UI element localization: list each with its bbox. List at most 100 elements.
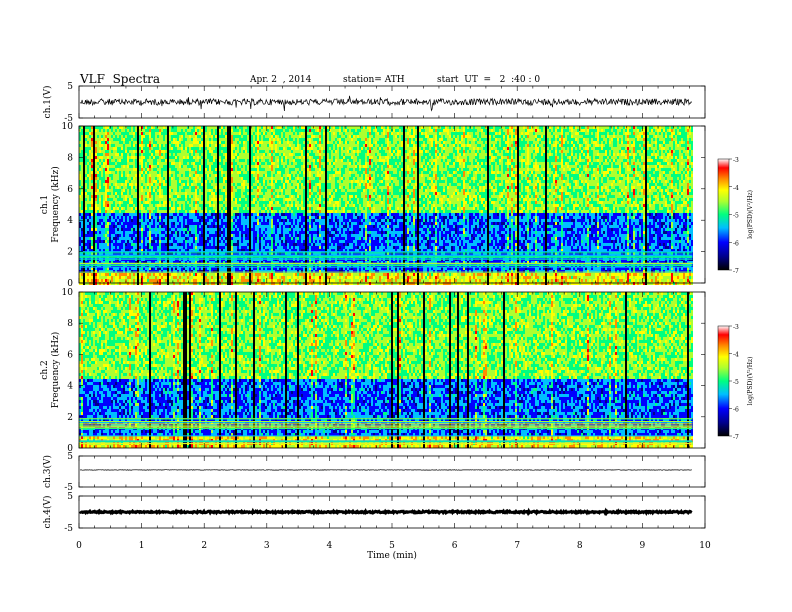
ch1-spectrogram-cell (97, 138, 99, 141)
ch1-spectrogram-cell (225, 138, 227, 141)
ch1-spectrogram-cell (167, 270, 169, 273)
ch1-spectrogram-cell (165, 225, 167, 228)
ch1-spectrogram-cell (149, 180, 151, 183)
ch1-spectrogram-cell (193, 249, 195, 252)
ch1-spectrogram-cell (253, 222, 255, 225)
ch1-spectrogram-cell (85, 222, 87, 225)
ch1-spectrogram-cell (205, 174, 207, 177)
ch1-spectrogram-cell (81, 147, 83, 150)
ch1-spectrogram-cell (247, 192, 249, 195)
ch1-spectrogram-cell (249, 273, 251, 276)
ch1-spectrogram-cell (173, 204, 175, 207)
ch1-spectrogram-cell (135, 165, 137, 168)
ch1-spectrogram-cell (239, 159, 241, 162)
ch1-spectrogram-cell (165, 201, 167, 204)
ch1-spectrogram-cell (139, 138, 141, 141)
ch1-spectrogram-cell (215, 186, 217, 189)
ch1-spectrogram-cell (235, 135, 237, 138)
ch1-spectrogram-cell (125, 171, 127, 174)
ch1-spectrogram-cell (243, 222, 245, 225)
ch1-spectrogram-cell (191, 147, 193, 150)
ch1-spectrogram-cell (135, 198, 137, 201)
ch1-spectrogram-cell (189, 165, 191, 168)
ch1-spectrogram-cell (143, 180, 145, 183)
ch1-spectrogram-cell (129, 273, 131, 276)
ch1-spectrogram-cell (95, 180, 97, 183)
ch1-spectrogram-cell (213, 249, 215, 252)
ch1-spectrogram-cell (153, 276, 155, 279)
ch1-spectrogram-cell (221, 195, 223, 198)
ch1-spectrogram-cell (245, 273, 247, 276)
ch1-spectrogram-cell (257, 225, 259, 228)
ch1-spectrogram-cell (177, 234, 179, 237)
ch1-spectrogram-cell (185, 192, 187, 195)
ch1-spectrogram-cell (117, 180, 119, 183)
ch1-spectrogram-cell (175, 276, 177, 279)
ch1-spectrogram-cell (107, 132, 109, 135)
ch1-spectrogram-cell (159, 216, 161, 219)
ch1-spectrogram-cell (223, 132, 225, 135)
ch1-spectrogram-cell (245, 237, 247, 240)
ch1-spectrogram-cell (245, 243, 247, 246)
ch1-spectrogram-cell (245, 147, 247, 150)
ch1-spectrogram-cell (221, 216, 223, 219)
ch1-spectrogram-cell (119, 144, 121, 147)
ch1-spectrogram-cell (117, 171, 119, 174)
ch1-spectrogram-cell (119, 168, 121, 171)
ch1-spectrogram-cell (109, 234, 111, 237)
ch1-spectrogram-cell (83, 141, 85, 144)
ch1-spectrogram-cell (251, 150, 253, 153)
ch1-spectrogram-cell (235, 267, 237, 270)
ch1-spectrogram-cell (191, 174, 193, 177)
ch1-spectrogram-cell (203, 156, 205, 159)
ch1-spectrogram-cell (227, 156, 229, 159)
ch1-spectrogram-cell (161, 126, 163, 129)
ch1-spectrogram-cell (219, 189, 221, 192)
ch1-spectrogram-cell (143, 261, 145, 264)
ch1-spectrogram-cell (171, 270, 173, 273)
ch1-spectrogram-cell (239, 222, 241, 225)
ch1-spectrogram-cell (197, 240, 199, 243)
ch1-spectrogram-cell (103, 246, 105, 249)
ch1-spectrogram-cell (203, 249, 205, 252)
ch1-spectrogram-cell (211, 132, 213, 135)
ch1-spectrogram-cell (161, 135, 163, 138)
ch1-spectrogram-cell (99, 168, 101, 171)
ch1-spectrogram-cell (137, 150, 139, 153)
ch1-spectrogram-cell (229, 174, 231, 177)
ch1-spectrogram-cell (93, 177, 95, 180)
ch1-spectrogram-cell (155, 192, 157, 195)
ch1-spectrogram-cell (151, 219, 153, 222)
ch1-spectrogram-cell (209, 261, 211, 264)
ch1-spectrogram-cell (243, 147, 245, 150)
ch1-spectrogram-cell (93, 126, 95, 129)
ch1-spectrogram-cell (219, 156, 221, 159)
ch1-spectrogram-cell (147, 171, 149, 174)
ch1-spectrogram-cell (87, 150, 89, 153)
ch1-spectrogram-cell (143, 240, 145, 243)
ch1-spectrogram-cell (121, 150, 123, 153)
ch1-spectrogram-cell (209, 273, 211, 276)
ch1-spectrogram-cell (251, 210, 253, 213)
ch1-spectrogram-cell (193, 156, 195, 159)
ch1-spectrogram-cell (255, 204, 257, 207)
ch1-spectrogram-cell (227, 198, 229, 201)
ch1-spectrogram-cell (253, 186, 255, 189)
ch1-spectrogram-cell (257, 282, 259, 285)
ch1-spectrogram-cell (197, 279, 199, 282)
ch1-spectrogram-cell (183, 168, 185, 171)
ch1-spectrogram-cell (249, 207, 251, 210)
ch1-spectrogram-cell (217, 180, 219, 183)
ch1-spectrogram-cell (235, 141, 237, 144)
ch1-spectrogram-cell (233, 126, 235, 129)
ch1-spectrogram-cell (227, 159, 229, 162)
ch1-spectrogram-cell (167, 141, 169, 144)
ch1-spectrogram-cell (161, 186, 163, 189)
ch1-spectrogram-cell (207, 261, 209, 264)
ch1-spectrogram-cell (97, 261, 99, 264)
ch1-spectrogram-cell (117, 141, 119, 144)
ch1-spectrogram-cell (235, 168, 237, 171)
ch1-spectrogram-cell (141, 153, 143, 156)
ch1-spectrogram-cell (193, 273, 195, 276)
ch1-spectrogram-cell (137, 282, 139, 285)
